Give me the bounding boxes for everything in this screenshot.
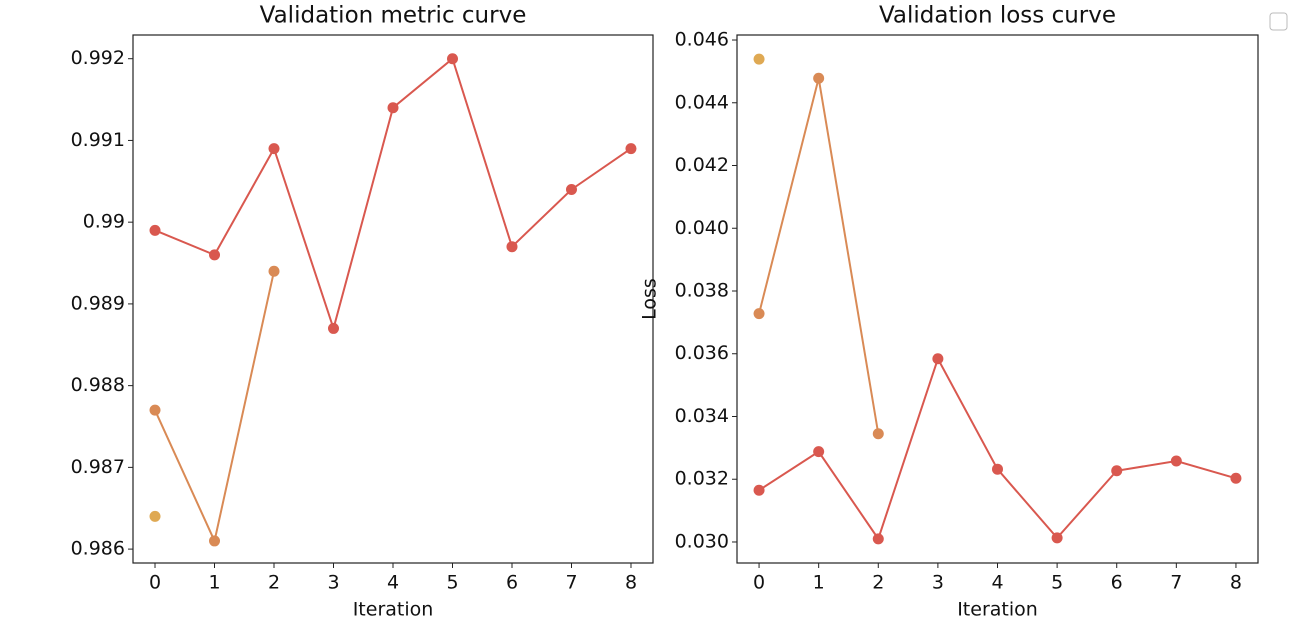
data-point [209, 535, 221, 547]
data-point [753, 484, 765, 496]
chart-title: Validation loss curve [879, 3, 1116, 29]
data-point [753, 308, 765, 320]
data-point [1230, 472, 1242, 484]
x-axis-label: Iteration [957, 599, 1038, 621]
data-point [565, 183, 577, 195]
y-tick-label: 0.992 [71, 47, 125, 69]
data-point [625, 143, 637, 155]
data-point [872, 428, 884, 440]
data-point [149, 224, 161, 236]
x-tick-label: 1 [208, 572, 220, 594]
data-point [328, 322, 340, 334]
data-point [149, 404, 161, 416]
y-tick-label: 0.99 [83, 211, 125, 233]
y-tick-label: 0.032 [675, 468, 729, 490]
legend-box [1269, 12, 1288, 31]
x-tick-label: 7 [1170, 572, 1182, 594]
y-tick-label: 0.044 [675, 91, 729, 113]
x-tick-label: 8 [625, 572, 637, 594]
data-point [446, 53, 458, 65]
chart-title: Validation metric curve [260, 3, 527, 29]
y-tick-label: 0.038 [675, 280, 729, 302]
series-line [154, 56, 632, 332]
series-line [758, 356, 1237, 542]
data-point [1170, 455, 1182, 467]
y-axis-label: Loss [639, 278, 661, 320]
series-line [154, 270, 275, 545]
y-tick-label: 0.991 [71, 129, 125, 151]
data-point [268, 265, 280, 277]
x-tick-label: 8 [1230, 572, 1242, 594]
y-tick-label: 0.046 [675, 29, 729, 51]
x-tick-label: 5 [446, 572, 458, 594]
y-tick-label: 0.987 [71, 456, 125, 478]
y-tick-label: 0.986 [71, 538, 125, 560]
y-tick-label: 0.040 [675, 217, 729, 239]
x-tick-label: 1 [813, 572, 825, 594]
data-point [932, 353, 944, 365]
data-point [209, 249, 221, 261]
data-point [992, 463, 1003, 475]
x-tick-label: 3 [327, 572, 339, 594]
y-tick-label: 0.030 [675, 530, 729, 552]
plot-frame [132, 34, 654, 564]
plot-frame [736, 34, 1259, 564]
x-tick-label: 6 [1111, 572, 1123, 594]
data-point [872, 533, 884, 545]
x-tick-label: 4 [387, 572, 399, 594]
x-tick-label: 6 [506, 572, 518, 594]
x-axis-label: Iteration [353, 599, 434, 621]
series-line [758, 78, 880, 434]
data-point [753, 53, 765, 65]
x-tick-label: 5 [1051, 572, 1063, 594]
x-tick-label: 0 [753, 572, 765, 594]
data-point [268, 143, 280, 155]
x-tick-label: 4 [991, 572, 1003, 594]
y-tick-label: 0.036 [675, 342, 729, 364]
y-tick-label: 0.989 [71, 292, 125, 314]
data-point [1051, 532, 1063, 544]
data-point [813, 72, 825, 84]
data-point [1111, 465, 1123, 477]
y-tick-label: 0.034 [675, 405, 729, 427]
data-point [813, 446, 825, 458]
x-tick-label: 7 [565, 572, 577, 594]
y-tick-label: 0.988 [71, 374, 125, 396]
x-tick-label: 0 [149, 572, 161, 594]
x-tick-label: 2 [268, 572, 280, 594]
y-tick-label: 0.042 [675, 154, 729, 176]
data-point [149, 510, 161, 522]
x-tick-label: 3 [932, 572, 944, 594]
data-point [387, 102, 399, 114]
x-tick-label: 2 [872, 572, 884, 594]
data-point [506, 241, 518, 253]
